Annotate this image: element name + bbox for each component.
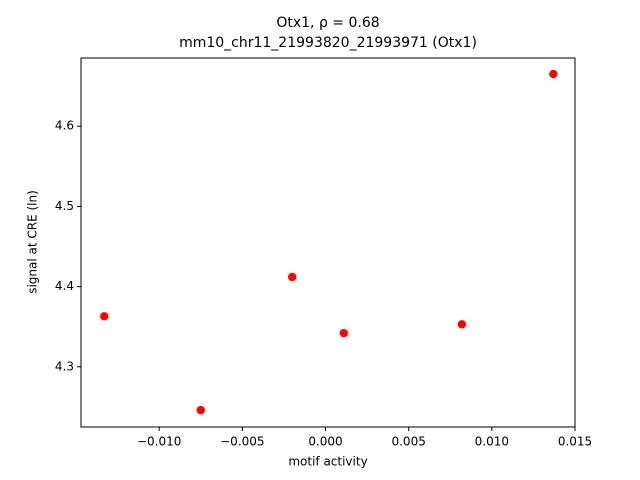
chart-subtitle: mm10_chr11_21993820_21993971 (Otx1) [179,35,477,51]
x-tick-label: 0.015 [558,435,592,449]
y-tick-label: 4.6 [55,119,74,133]
scatter-point [288,272,297,282]
x-tick-label: 0.000 [308,435,342,449]
scatter-point [100,312,109,321]
y-axis-label: signal at CRE (ln) [26,190,40,294]
y-tick-label: 4.4 [55,279,74,293]
x-tick-label: 0.005 [391,435,425,449]
scatter-point [339,328,349,338]
y-tick-label: 4.5 [55,199,74,213]
y-tick-label: 4.3 [55,359,74,373]
x-tick-label: −0.010 [137,435,181,449]
plot-frame [80,57,576,428]
chart-title: Otx1, ρ = 0.68 [276,15,379,31]
x-tick-label: 0.010 [475,435,509,449]
x-tick-label: −0.005 [220,435,264,449]
x-axis-label: motif activity [288,455,367,469]
scatter-point [549,69,558,79]
scatter-point [196,405,205,415]
scatter-point [457,320,467,329]
